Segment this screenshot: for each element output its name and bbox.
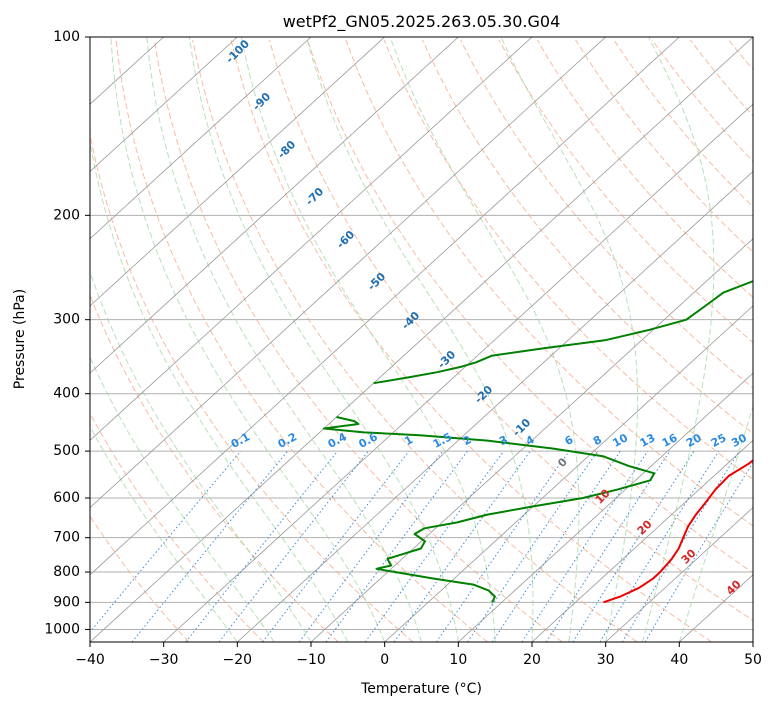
y-tick-label: 900 <box>53 594 80 610</box>
y-tick-label: 100 <box>53 29 80 45</box>
dry-adiabat <box>498 39 753 344</box>
dry-adiabat <box>90 131 414 642</box>
dry-adiabat <box>90 293 339 642</box>
y-axis-label: Pressure (hPa) <box>12 289 28 389</box>
isotherm-line <box>531 439 753 642</box>
dry-adiabat <box>154 39 563 642</box>
moist-adiabat <box>110 37 386 642</box>
x-tick-label: 0 <box>380 652 389 668</box>
dry-adiabat <box>421 39 753 435</box>
x-tick-label: −40 <box>75 652 105 668</box>
mixing-ratio-line <box>521 450 649 642</box>
mixing-ratio-label: 16 <box>660 431 680 450</box>
dry-adiabat <box>460 39 753 389</box>
mixing-ratio-label: 20 <box>684 431 704 450</box>
moist-adiabat <box>90 139 349 642</box>
mixing-ratio-label: 13 <box>638 431 658 450</box>
x-tick-label: 40 <box>670 652 688 668</box>
y-tick-label: 400 <box>53 386 80 402</box>
x-tick-label: −30 <box>149 652 179 668</box>
dry-adiabat <box>345 39 753 527</box>
y-tick-label: 500 <box>53 443 80 459</box>
mixing-ratio-line <box>364 450 505 642</box>
dry-adiabat <box>192 39 638 642</box>
isotherm-line <box>90 37 753 642</box>
dewpoint-profile-line <box>322 416 656 603</box>
isotherm-line <box>90 37 533 441</box>
x-axis: −40 −30 −20 −10 0 10 20 30 40 50 <box>75 642 762 668</box>
background-lines <box>90 37 775 642</box>
moist-adiabat <box>389 37 580 642</box>
mixing-ratio-line <box>545 450 671 642</box>
plot-frame <box>89 36 754 643</box>
dry-adiabat <box>767 40 775 642</box>
y-axis: 100 200 300 400 500 600 700 800 900 1000 <box>44 29 90 637</box>
y-tick-label: 800 <box>53 564 80 580</box>
x-axis-label: Temperature (°C) <box>360 681 482 697</box>
isotherm-line <box>605 507 753 642</box>
dry-adiabat <box>90 515 190 642</box>
isotherm-line <box>90 37 312 240</box>
dry-adiabat <box>230 39 712 642</box>
isotherm-line <box>90 37 238 172</box>
mixing-ratio-line <box>185 450 338 642</box>
mixing-ratio-label: 25 <box>709 431 729 450</box>
dry-adiabat <box>383 39 753 481</box>
x-tick-label: 10 <box>449 652 467 668</box>
mixing-ratio-line <box>491 450 621 642</box>
isotherm-line <box>458 372 753 642</box>
isotherm-line <box>90 37 606 509</box>
data-lines <box>322 280 753 604</box>
moist-adiabat <box>305 37 534 642</box>
y-tick-label: 200 <box>53 207 80 223</box>
isotherm-line <box>310 238 753 642</box>
chart-title: wetPf2_GN05.2025.263.05.30.G04 <box>283 12 561 32</box>
y-tick-label: 700 <box>53 530 80 546</box>
mixing-ratio-line <box>298 450 444 642</box>
x-tick-label: −10 <box>296 652 326 668</box>
mixing-ratio-line <box>393 450 531 642</box>
isotherm-line <box>384 305 753 642</box>
moist-adiabat <box>90 356 275 642</box>
isotherm-line <box>163 103 753 642</box>
isotherm-line <box>237 170 753 642</box>
mixing-ratio-line <box>131 450 288 642</box>
isotherm-line <box>90 37 459 374</box>
isotherm-line <box>752 641 753 642</box>
isotherm-line <box>90 37 385 307</box>
y-tick-label: 300 <box>53 312 80 328</box>
moist-adiabat <box>678 404 753 642</box>
x-tick-label: 20 <box>523 652 541 668</box>
temperature-profile-line <box>603 459 753 604</box>
mixing-ratio-line <box>325 450 468 642</box>
mixing-ratio-line <box>435 450 570 642</box>
mixing-ratio-label: 30 <box>729 431 749 450</box>
x-tick-label: −20 <box>223 652 253 668</box>
x-tick-label: 30 <box>597 652 615 668</box>
mixing-ratio-line <box>467 450 599 642</box>
isotherm-line <box>90 37 680 576</box>
moist-adiabat <box>146 37 422 642</box>
moist-adiabat <box>188 37 459 642</box>
y-tick-label: 600 <box>53 490 80 506</box>
dry-adiabat <box>115 39 488 642</box>
dewpoint-profile-line <box>373 280 753 385</box>
mixing-ratio-line <box>572 450 695 642</box>
mixing-ratio-label: 10 <box>610 431 630 450</box>
x-tick-label: 50 <box>744 652 762 668</box>
dry-adiabat <box>307 39 753 574</box>
mixing-ratio-line <box>262 450 410 642</box>
moist-adiabat <box>500 37 639 642</box>
y-tick-label: 1000 <box>44 621 80 637</box>
moist-adiabat <box>90 425 238 642</box>
mixing-ratio-line <box>90 450 242 633</box>
